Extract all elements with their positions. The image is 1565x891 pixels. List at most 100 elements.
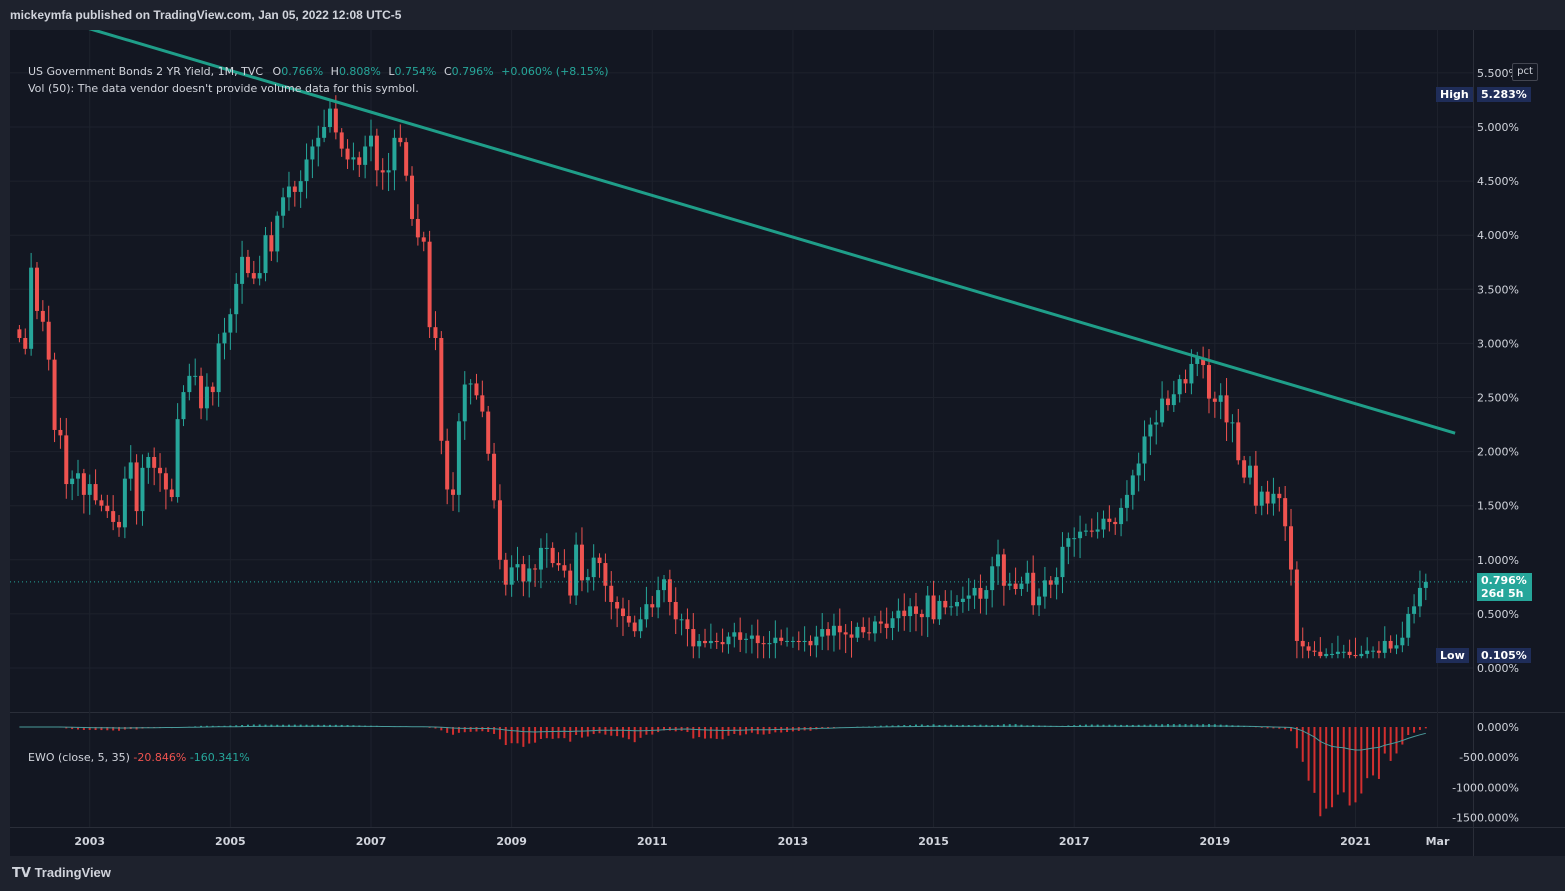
candle-body — [345, 148, 350, 160]
candle-body — [1171, 394, 1176, 406]
pct-button[interactable]: pct — [1512, 63, 1538, 81]
candle-body — [1195, 357, 1200, 364]
x-tick-label: 2021 — [1340, 835, 1371, 848]
candle-body — [1218, 395, 1223, 402]
candle-body — [1130, 475, 1135, 495]
symbol-title: US Government Bonds 2 YR Yield, 1M, TVC — [28, 65, 264, 78]
candle-body — [1388, 640, 1393, 649]
candle-body — [1072, 538, 1077, 540]
candle-body — [550, 547, 555, 564]
candle-body — [1101, 518, 1106, 530]
candle-body — [515, 564, 520, 568]
candle-body — [87, 484, 92, 495]
candle-body — [1113, 521, 1118, 525]
y-tick-label: 1.000% — [1477, 554, 1519, 567]
candle-body — [1423, 581, 1428, 588]
candle-body — [638, 619, 643, 632]
candle-body — [837, 625, 842, 633]
candle-body — [785, 640, 790, 642]
chart-area[interactable]: 5.500% 5.000% 4.500% 4.000% 3.500% 3.000% 2.50… — [10, 30, 1565, 856]
candle-body — [1107, 518, 1112, 522]
candle-body — [931, 595, 936, 620]
low-tag-value: 0.105% — [1477, 648, 1531, 663]
high-tag-value: 5.283% — [1477, 87, 1531, 102]
candle-body — [1001, 554, 1006, 586]
candle-body — [1236, 422, 1241, 461]
candle-body — [1283, 498, 1288, 527]
candle-body — [456, 421, 461, 495]
tradingview-logo[interactable]: 𝗧𝗩 TradingView — [12, 865, 111, 881]
candle-body — [1177, 379, 1182, 395]
candle-body — [1230, 422, 1235, 424]
candle-body — [181, 392, 186, 420]
candle-body — [1048, 580, 1053, 585]
candle-body — [111, 511, 116, 522]
candle-body — [415, 218, 420, 238]
ewo-legend: EWO (close, 5, 35) -20.846% -160.341% — [28, 751, 250, 764]
y-tick-label: 4.500% — [1477, 175, 1519, 188]
x-tick-label: 2015 — [918, 835, 949, 848]
candle-body — [492, 453, 497, 501]
candle-body — [1412, 606, 1417, 614]
candle-body — [497, 500, 502, 560]
candle-body — [896, 610, 901, 619]
candle-body — [421, 237, 426, 242]
open-value: 0.766% — [281, 65, 324, 78]
candle-body — [679, 619, 684, 621]
candle-body — [644, 604, 649, 620]
y-tick-label: 1.500% — [1477, 500, 1519, 513]
resistance-trendline — [88, 30, 1456, 435]
candle-body — [169, 489, 174, 498]
candle-body — [1371, 650, 1376, 652]
ewo-y-tick-label: -1000.000% — [1452, 781, 1519, 794]
candle-body — [1054, 577, 1059, 585]
symbol-legend: US Government Bonds 2 YR Yield, 1M, TVC … — [28, 65, 609, 78]
candle-body — [1119, 507, 1124, 525]
candle-body — [1376, 650, 1381, 653]
candle-body — [773, 637, 778, 644]
candle-body — [17, 329, 22, 338]
y-tick-label: 5.000% — [1477, 121, 1519, 134]
candle-body — [574, 544, 579, 596]
chart-svg[interactable]: 5.500% 5.000% 4.500% 4.000% 3.500% 3.000% 2.50… — [10, 30, 1565, 856]
candle-body — [831, 625, 836, 636]
ewo-y-tick-label: 0.000% — [1477, 721, 1519, 734]
candle-body — [1312, 650, 1317, 652]
candle-body — [667, 579, 672, 602]
volume-text: Vol (50): The data vendor doesn't provid… — [28, 82, 419, 95]
candle-body — [585, 577, 590, 581]
y-tick-label: 5.500% — [1477, 67, 1519, 80]
candle-body — [1306, 646, 1311, 651]
candle-body — [943, 600, 948, 608]
close-label: C — [443, 65, 452, 78]
candle-body — [357, 157, 362, 165]
candle-body — [23, 337, 28, 349]
candle-body — [826, 629, 831, 636]
candle-body — [749, 635, 754, 639]
candle-body — [890, 618, 895, 628]
candle-body — [117, 521, 122, 528]
candle-body — [808, 640, 813, 646]
candle-body — [1183, 379, 1188, 384]
candle-body — [966, 595, 971, 599]
candle-body — [1365, 650, 1370, 654]
candle-body — [802, 640, 807, 643]
candle-body — [714, 640, 719, 643]
candle-body — [310, 146, 315, 160]
candle-body — [708, 640, 713, 644]
y-tick-label: 3.000% — [1477, 337, 1519, 350]
low-tag-label: Low — [1436, 648, 1469, 663]
candle-body — [632, 622, 637, 632]
candle-body — [1189, 363, 1194, 384]
candle-body — [861, 626, 866, 633]
candle-body — [234, 283, 239, 315]
candle-body — [1406, 613, 1411, 638]
candle-body — [99, 500, 104, 506]
candle-body — [1136, 463, 1141, 476]
x-tick-label: 2003 — [74, 835, 105, 848]
candle-body — [790, 640, 795, 642]
candle-body — [275, 215, 280, 252]
candle-body — [691, 629, 696, 647]
candle-body — [1089, 530, 1094, 532]
candle-body — [451, 489, 456, 495]
